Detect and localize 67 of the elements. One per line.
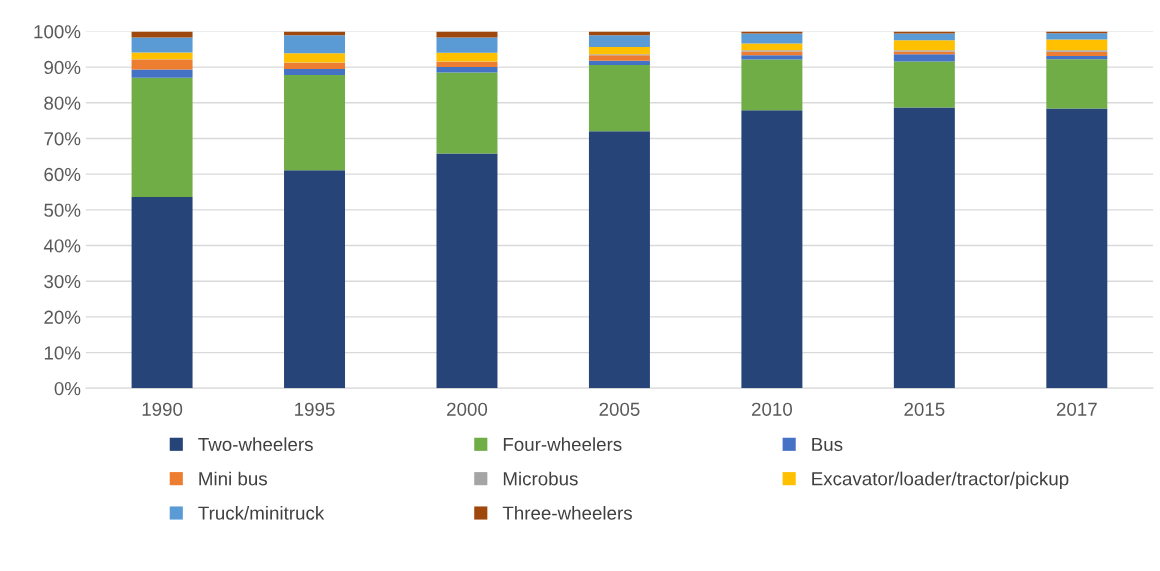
bar	[131, 37, 193, 53]
bar	[284, 68, 346, 75]
bar	[741, 33, 803, 44]
bar	[284, 170, 346, 389]
y-tick-label: 80%	[44, 96, 81, 110]
legend-label: Excavator/loader/tractor/pickup	[812, 471, 1069, 490]
bar	[1046, 59, 1108, 109]
bar	[893, 107, 955, 389]
x-tick-label: 2017	[1056, 402, 1097, 416]
legend-label: Three-wheelers	[502, 505, 632, 520]
bar	[284, 35, 346, 54]
bar	[131, 197, 193, 389]
bar	[893, 40, 955, 51]
bar	[741, 55, 803, 60]
x-tick-label: 2015	[904, 402, 945, 416]
bar	[893, 54, 955, 62]
y-tick-label: 100%	[34, 25, 81, 39]
bar	[436, 37, 498, 53]
bar	[436, 61, 498, 68]
bar	[588, 55, 650, 61]
bar	[436, 153, 498, 389]
y-tick-label: 90%	[44, 60, 81, 75]
y-tick-label: 0%	[54, 381, 81, 396]
bar	[436, 52, 498, 62]
y-tick-label: 30%	[44, 274, 81, 289]
y-tick-label: 20%	[44, 310, 81, 324]
bar	[1046, 51, 1108, 57]
legend-label: Two-wheelers	[198, 437, 313, 452]
bar	[1046, 108, 1108, 389]
bar	[284, 62, 346, 69]
bar	[436, 67, 498, 73]
legend-label: Bus	[812, 437, 843, 452]
bar	[741, 31, 803, 34]
x-tick-label: 1995	[295, 402, 335, 416]
bar	[741, 110, 803, 389]
bar	[131, 69, 193, 78]
bar	[741, 51, 803, 56]
bar	[131, 77, 193, 197]
bar	[893, 61, 955, 108]
y-tick-label: 60%	[44, 167, 81, 182]
bar	[588, 131, 650, 389]
bar	[284, 74, 346, 171]
bar	[893, 31, 955, 34]
y-tick-label: 40%	[43, 239, 81, 253]
legend-label: Four-wheelers	[503, 437, 622, 452]
bar	[1046, 39, 1108, 51]
bar	[588, 60, 650, 65]
x-tick-label: 2005	[599, 402, 640, 416]
legend-label: Mini bus	[199, 471, 267, 486]
legend-label: Microbus	[503, 471, 578, 486]
x-tick-label: 2000	[447, 402, 488, 416]
y-tick-label: 10%	[44, 346, 81, 360]
bar	[588, 35, 650, 48]
bar	[131, 52, 193, 60]
x-tick-label: 2010	[751, 402, 793, 416]
bar	[284, 53, 346, 63]
legend-label: Truck/minitruck	[198, 505, 325, 520]
bar	[131, 59, 193, 70]
y-tick-label: 50%	[44, 203, 81, 217]
bar	[436, 72, 498, 154]
bar	[1046, 33, 1108, 40]
bar	[588, 47, 650, 55]
bar	[1046, 56, 1108, 60]
x-tick-label: 1990	[142, 402, 183, 416]
bar	[741, 59, 803, 111]
bar	[588, 64, 650, 132]
y-tick-label: 70%	[44, 132, 81, 146]
